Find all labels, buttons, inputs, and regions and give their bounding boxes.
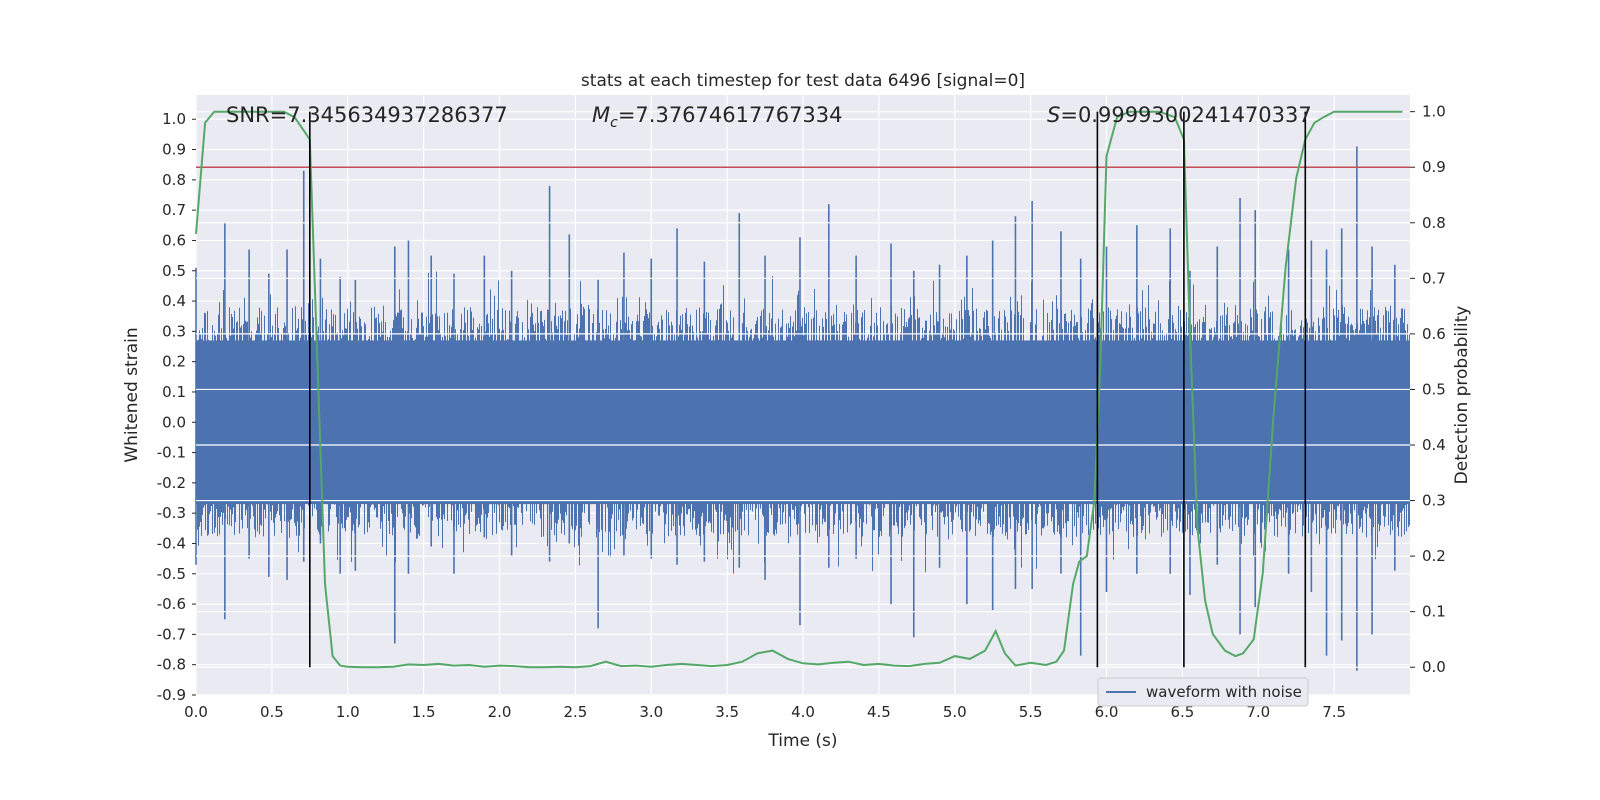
vertical-markers (309, 111, 1307, 668)
y-tick-label-left: 0.7 (162, 201, 186, 219)
x-tick-label: 5.5 (1019, 703, 1043, 721)
y-tick-label-right: 1.0 (1422, 103, 1446, 121)
x-tick-label: 1.5 (412, 703, 436, 721)
mc-subscript: c (610, 115, 618, 131)
y-tick-label-right: 0.1 (1422, 603, 1446, 621)
y-tick-label-left: 0.6 (162, 231, 186, 249)
x-tick-label: 4.0 (791, 703, 815, 721)
x-tick-label: 6.5 (1170, 703, 1194, 721)
y-tick-label-left: 0.5 (162, 262, 186, 280)
y-tick-label-left: 1.0 (162, 110, 186, 128)
s-value: =0.9999300241470337 (1060, 103, 1311, 127)
y-tick-label-left: -0.2 (157, 474, 186, 492)
probability-series (195, 110, 1403, 669)
y-tick-label-right: 0.7 (1422, 269, 1446, 287)
y-tick-label-right: 0.2 (1422, 547, 1446, 565)
s-symbol: S (1047, 103, 1060, 127)
y-axis-label-right: Detection probability (1452, 306, 1472, 485)
x-tick-label: 2.5 (563, 703, 587, 721)
chirp-mass-annotation: Mc=7.37674617767334 (592, 103, 843, 131)
y-tick-label-right: 0.4 (1422, 436, 1446, 454)
x-tick-label: 3.0 (639, 703, 663, 721)
x-axis-label: Time (s) (767, 731, 837, 751)
significance-annotation: S=0.9999300241470337 (1047, 103, 1312, 127)
x-tick-label: 7.0 (1246, 703, 1270, 721)
y-tick-label-left: -0.7 (157, 625, 186, 643)
x-tick-label: 0.0 (184, 703, 208, 721)
legend: waveform with noise (1097, 677, 1309, 707)
y-tick-label-left: 0.3 (162, 322, 186, 340)
y-tick-label-left: -0.8 (157, 656, 186, 674)
y-tick-label-right: 0.3 (1422, 492, 1446, 510)
x-tick-label: 5.0 (943, 703, 967, 721)
y-tick-label-left: 0.8 (162, 171, 186, 189)
chart-title: stats at each timestep for test data 649… (581, 71, 1025, 91)
y-tick-label-left: 0.4 (162, 292, 186, 310)
y-tick-label-right: 0.5 (1422, 380, 1446, 398)
mc-value: =7.37674617767334 (618, 103, 843, 127)
legend-box (1097, 677, 1309, 707)
y-tick-label-right: 0.9 (1422, 158, 1446, 176)
y-tick-label-left: 0.2 (162, 353, 186, 371)
probability-line (195, 110, 1403, 669)
y-tick-label-left: 0.9 (162, 141, 186, 159)
x-tick-label: 0.5 (260, 703, 284, 721)
y-tick-label-left: -0.1 (157, 444, 186, 462)
axis-ticks: 0.0 0.5 1.0 1.5 2.0 2.5 3.0 3.5 4.0 4.5 5.0 5.5 6.0 6… (157, 103, 1446, 721)
y-tick-label-left: 0.1 (162, 383, 186, 401)
y-tick-label-left: 0.0 (162, 413, 186, 431)
x-tick-label: 1.0 (336, 703, 360, 721)
y-tick-label-left: -0.9 (157, 686, 186, 704)
y-tick-label-left: -0.6 (157, 595, 186, 613)
y-tick-label-left: -0.4 (157, 534, 186, 552)
y-tick-label-right: 0.8 (1422, 214, 1446, 232)
y-axis-label-left: Whitened strain (122, 327, 142, 462)
waveform-series (195, 111, 1410, 671)
x-tick-label: 2.0 (488, 703, 512, 721)
y-tick-label-right: 0.6 (1422, 325, 1446, 343)
x-tick-label: 6.0 (1095, 703, 1119, 721)
x-tick-label: 7.5 (1322, 703, 1346, 721)
x-tick-label: 4.5 (867, 703, 891, 721)
x-tick-label: 3.5 (715, 703, 739, 721)
snr-annotation: SNR=7.345634937286377 (226, 103, 508, 127)
mc-symbol: M (592, 103, 610, 127)
y-tick-label-left: -0.5 (157, 565, 186, 583)
y-tick-label-right: 0.0 (1422, 658, 1446, 676)
legend-label: waveform with noise (1146, 683, 1302, 701)
y-tick-label-left: -0.3 (157, 504, 186, 522)
